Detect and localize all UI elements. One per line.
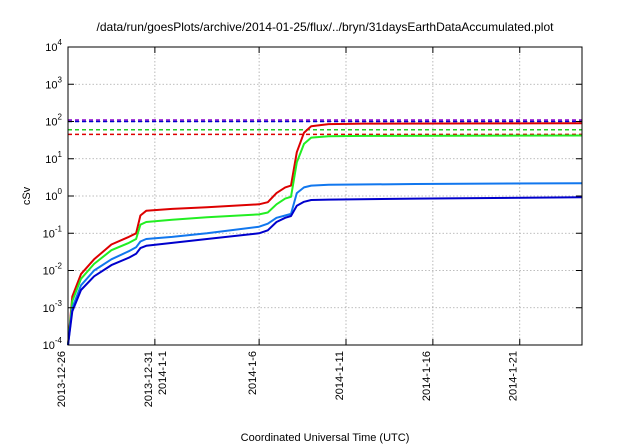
x-axis-label: Coordinated Universal Time (UTC) xyxy=(241,432,410,444)
x-tick-label: 2013-12-31 xyxy=(143,351,155,407)
y-axis-label: cSv xyxy=(21,186,33,205)
grid xyxy=(68,46,582,346)
x-tick-label: 2013-12-26 xyxy=(56,351,68,407)
y-tick-label: 10-1 xyxy=(43,224,63,240)
series-line xyxy=(67,182,583,346)
y-tick-label: 103 xyxy=(45,75,62,91)
chart-title: /data/run/goesPlots/archive/2014-01-25/f… xyxy=(97,20,555,34)
y-tick-label: 101 xyxy=(45,150,62,166)
x-tick-label: 2014-1-11 xyxy=(334,351,346,400)
x-tick-label: 2014-1-16 xyxy=(421,351,433,401)
y-axis-ticks: 10-4 10-3 10-2 10-1 100 101 102 103 104 xyxy=(43,38,582,352)
y-tick-label: 10-3 xyxy=(43,299,63,315)
series-lines xyxy=(67,122,583,346)
threshold-lines xyxy=(68,119,582,136)
y-tick-label: 10-4 xyxy=(43,336,63,352)
x-tick-label: 2014-1-1 xyxy=(157,351,169,395)
y-tick-label: 102 xyxy=(45,113,62,129)
x-tick-label: 2014-1-6 xyxy=(247,351,259,395)
y-tick-label: 100 xyxy=(45,187,62,203)
x-tick-label: 2014-1-21 xyxy=(508,351,520,401)
series-line xyxy=(67,134,583,346)
x-axis-ticks: 2013-12-26 2013-12-31 2014-1-1 2014-1-6 2014… xyxy=(56,47,521,407)
y-tick-label: 104 xyxy=(45,38,62,54)
series-line xyxy=(67,122,583,346)
series-line xyxy=(67,196,583,346)
y-tick-label: 10-2 xyxy=(43,262,63,278)
